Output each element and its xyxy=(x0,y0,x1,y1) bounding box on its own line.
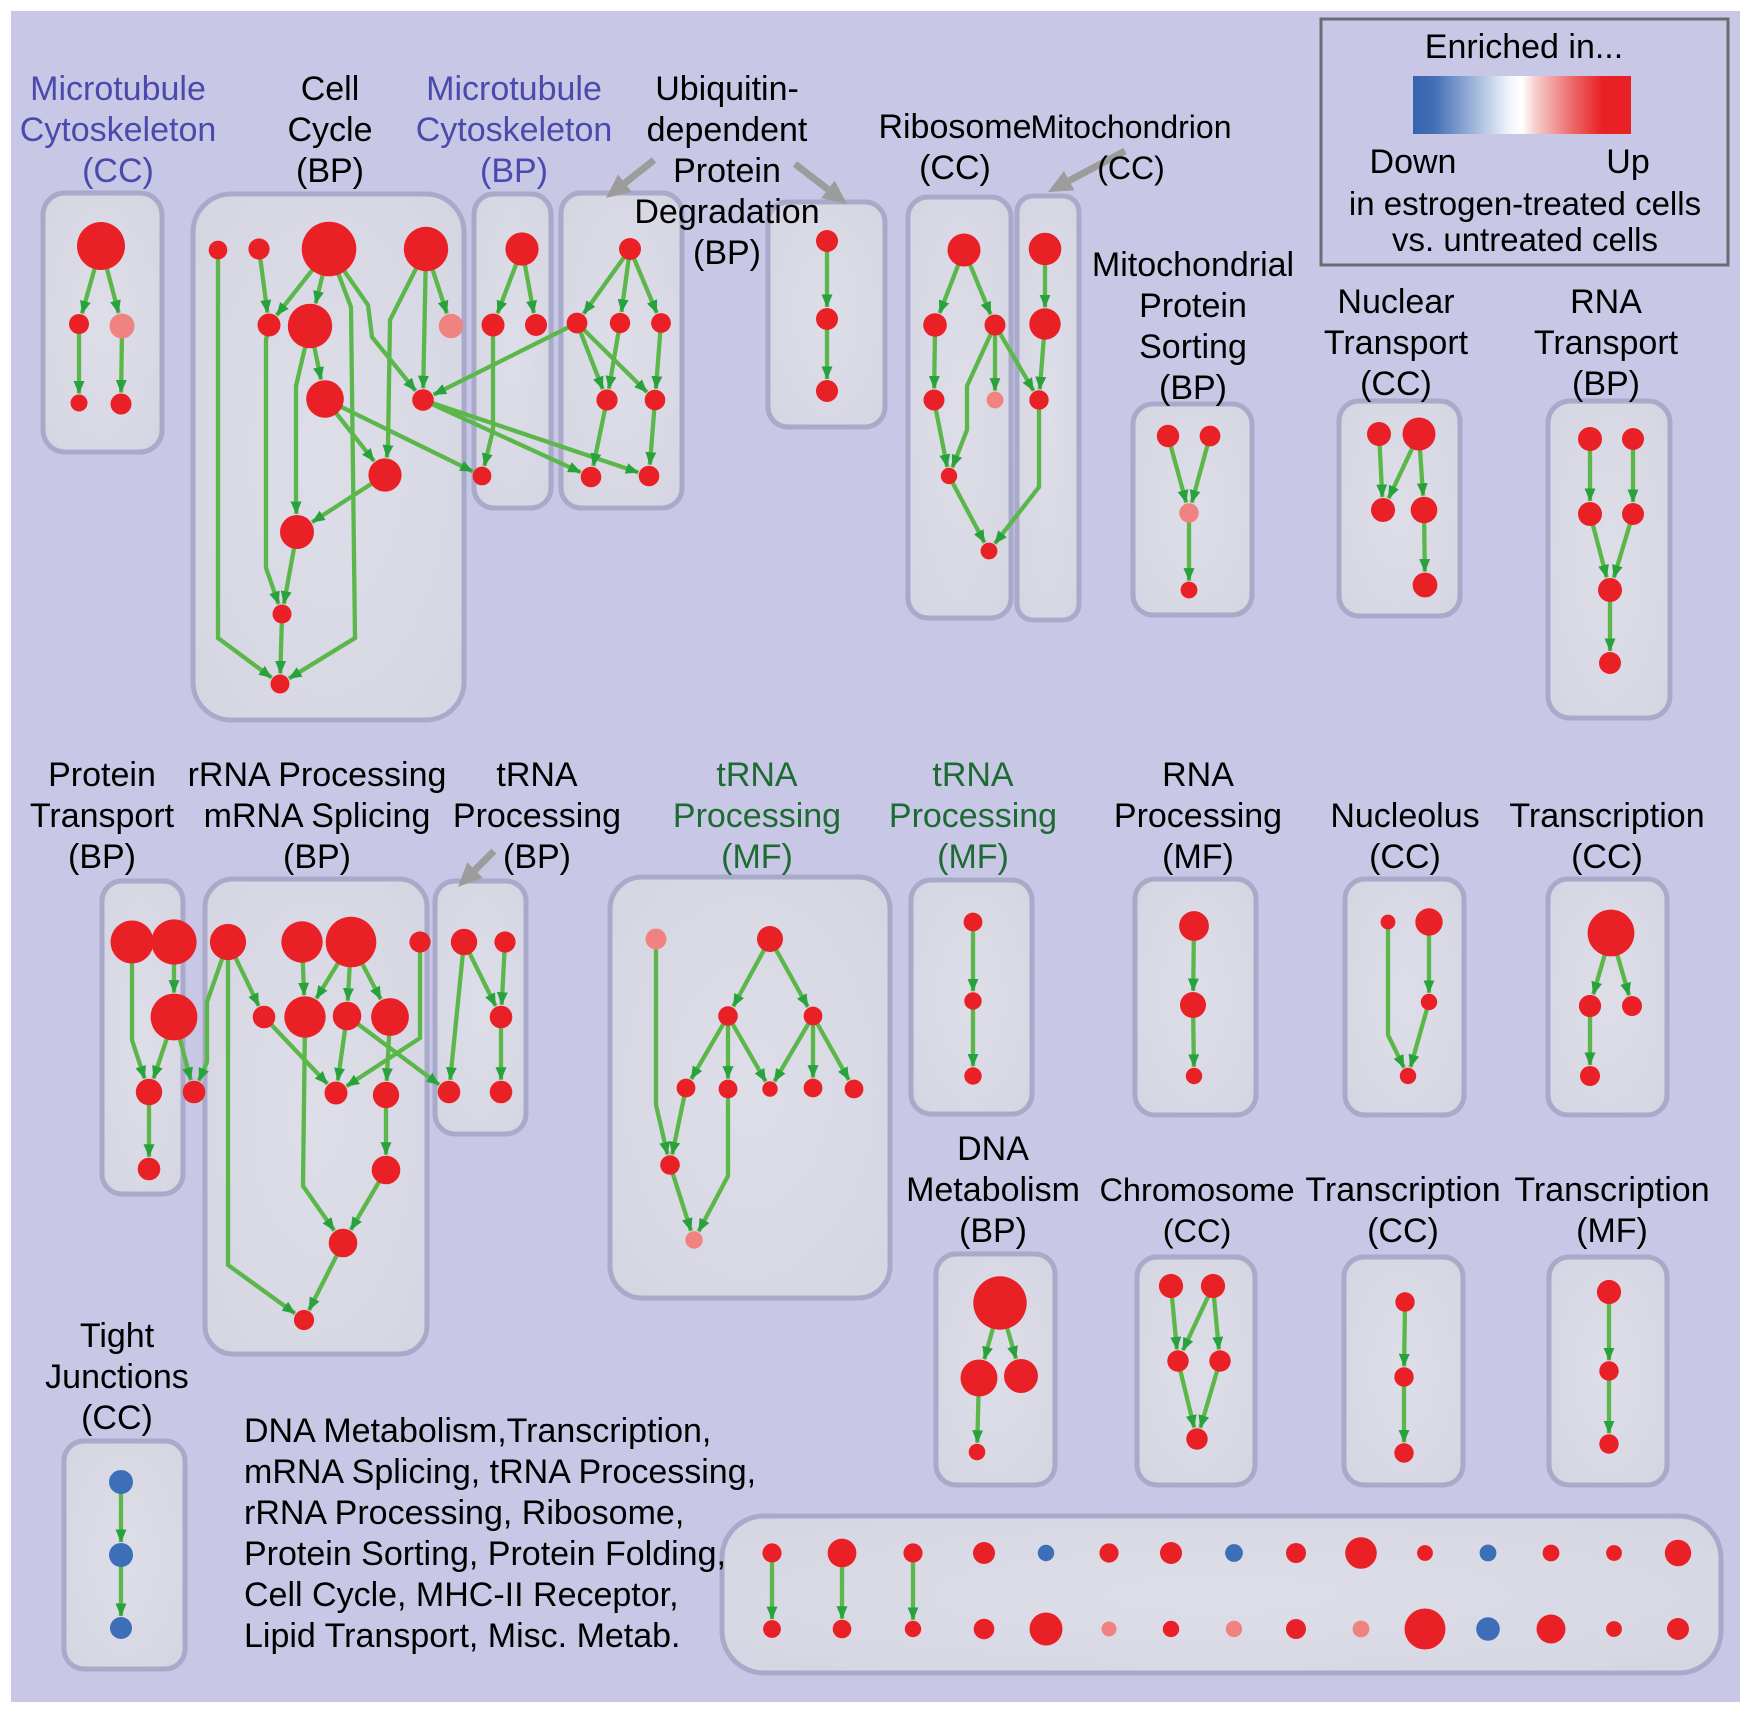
svg-text:RNA: RNA xyxy=(1570,283,1642,321)
svg-text:in estrogen-treated cells: in estrogen-treated cells xyxy=(1349,185,1701,222)
svg-text:Cytoskeleton: Cytoskeleton xyxy=(20,111,217,149)
svg-text:tRNA: tRNA xyxy=(496,756,578,794)
svg-text:Microtubule: Microtubule xyxy=(30,70,206,108)
svg-text:(MF): (MF) xyxy=(1162,838,1234,876)
svg-text:mRNA Splicing, tRNA Processing: mRNA Splicing, tRNA Processing, xyxy=(244,1453,756,1491)
svg-text:mRNA Splicing: mRNA Splicing xyxy=(204,797,431,835)
svg-text:DNA: DNA xyxy=(957,1130,1029,1168)
svg-text:Transport: Transport xyxy=(1534,324,1679,362)
svg-text:(BP): (BP) xyxy=(1159,369,1227,407)
svg-text:Transport: Transport xyxy=(1324,324,1469,362)
svg-text:(CC): (CC) xyxy=(1360,365,1432,403)
svg-text:Protein: Protein xyxy=(1139,287,1247,325)
svg-text:(CC): (CC) xyxy=(82,152,154,190)
svg-text:tRNA: tRNA xyxy=(932,756,1014,794)
svg-text:Sorting: Sorting xyxy=(1139,328,1247,366)
svg-text:Mitochondrial: Mitochondrial xyxy=(1092,246,1294,284)
svg-text:(BP): (BP) xyxy=(693,234,761,272)
svg-text:rRNA Processing, Ribosome,: rRNA Processing, Ribosome, xyxy=(244,1494,684,1532)
svg-text:(CC): (CC) xyxy=(1367,1212,1439,1250)
svg-text:(CC): (CC) xyxy=(1097,150,1165,186)
svg-text:(CC): (CC) xyxy=(1163,1213,1232,1249)
svg-text:Cell Cycle, MHC-II Receptor,: Cell Cycle, MHC-II Receptor, xyxy=(244,1576,679,1614)
svg-text:Protein Sorting, Protein Foldi: Protein Sorting, Protein Folding, xyxy=(244,1535,726,1573)
svg-text:(MF): (MF) xyxy=(937,838,1009,876)
svg-text:(CC): (CC) xyxy=(1571,838,1643,876)
svg-text:(MF): (MF) xyxy=(1576,1212,1648,1250)
svg-text:(BP): (BP) xyxy=(480,152,548,190)
svg-text:dependent: dependent xyxy=(647,111,808,149)
svg-text:Transcription: Transcription xyxy=(1514,1171,1709,1209)
svg-text:Nucleolus: Nucleolus xyxy=(1330,797,1479,835)
svg-text:Ribosome: Ribosome xyxy=(878,108,1031,146)
svg-text:Degradation: Degradation xyxy=(634,193,819,231)
svg-text:Mitochondrion: Mitochondrion xyxy=(1031,109,1232,145)
svg-text:Junctions: Junctions xyxy=(45,1358,189,1396)
svg-text:Protein: Protein xyxy=(48,756,156,794)
svg-text:Enriched in...: Enriched in... xyxy=(1425,28,1623,66)
svg-text:Down: Down xyxy=(1370,143,1457,181)
svg-text:Cytoskeleton: Cytoskeleton xyxy=(416,111,613,149)
svg-text:(BP): (BP) xyxy=(68,838,136,876)
svg-text:DNA Metabolism,Transcription,: DNA Metabolism,Transcription, xyxy=(244,1412,711,1450)
svg-text:Tight: Tight xyxy=(80,1317,155,1355)
svg-text:vs. untreated cells: vs. untreated cells xyxy=(1392,221,1658,258)
svg-text:(CC): (CC) xyxy=(1369,838,1441,876)
svg-text:rRNA Processing: rRNA Processing xyxy=(188,756,447,794)
svg-text:Transcription: Transcription xyxy=(1305,1171,1500,1209)
svg-text:Microtubule: Microtubule xyxy=(426,70,602,108)
svg-text:(BP): (BP) xyxy=(283,838,351,876)
svg-text:Transcription: Transcription xyxy=(1509,797,1704,835)
svg-text:Cycle: Cycle xyxy=(287,111,372,149)
svg-text:Processing: Processing xyxy=(453,797,621,835)
svg-text:(MF): (MF) xyxy=(721,838,793,876)
svg-text:Processing: Processing xyxy=(1114,797,1282,835)
svg-text:Chromosome: Chromosome xyxy=(1099,1172,1294,1208)
svg-text:Processing: Processing xyxy=(673,797,841,835)
svg-text:Metabolism: Metabolism xyxy=(906,1171,1080,1209)
svg-text:Lipid Transport, Misc. Metab.: Lipid Transport, Misc. Metab. xyxy=(244,1617,681,1655)
svg-text:Processing: Processing xyxy=(889,797,1057,835)
svg-text:(BP): (BP) xyxy=(503,838,571,876)
svg-text:Nuclear: Nuclear xyxy=(1337,283,1454,321)
svg-text:(CC): (CC) xyxy=(919,149,991,187)
svg-text:Transport: Transport xyxy=(30,797,175,835)
svg-text:Cell: Cell xyxy=(301,70,360,108)
svg-text:(BP): (BP) xyxy=(959,1212,1027,1250)
svg-text:Ubiquitin-: Ubiquitin- xyxy=(655,70,799,108)
svg-text:(CC): (CC) xyxy=(81,1399,153,1437)
svg-text:Protein: Protein xyxy=(673,152,781,190)
svg-text:RNA: RNA xyxy=(1162,756,1234,794)
svg-text:(BP): (BP) xyxy=(1572,365,1640,403)
svg-text:Up: Up xyxy=(1606,143,1649,181)
svg-text:(BP): (BP) xyxy=(296,152,364,190)
svg-text:tRNA: tRNA xyxy=(716,756,798,794)
